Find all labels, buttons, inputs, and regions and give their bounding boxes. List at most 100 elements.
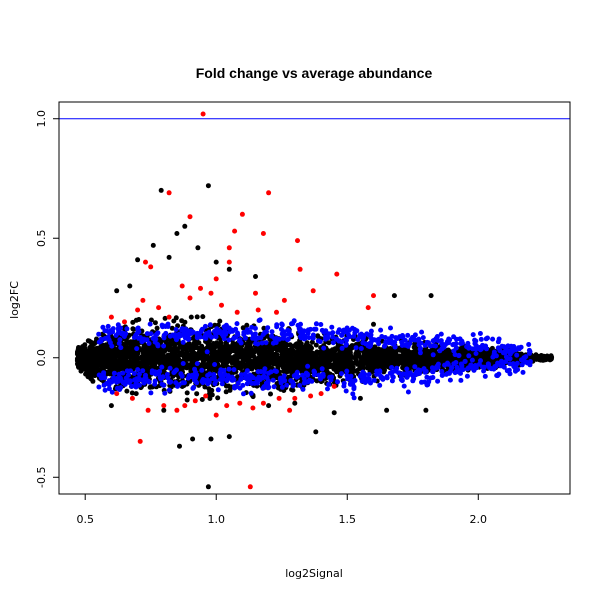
data-point	[208, 367, 214, 372]
data-point	[477, 347, 483, 353]
data-point	[260, 231, 266, 236]
data-point	[444, 350, 450, 356]
data-point	[374, 368, 380, 374]
data-point	[179, 326, 185, 332]
data-point	[108, 379, 114, 385]
data-point	[346, 332, 352, 338]
data-point	[263, 340, 269, 346]
data-point	[428, 375, 434, 381]
data-point	[109, 389, 115, 395]
data-point	[335, 329, 341, 335]
data-point	[389, 365, 395, 370]
data-point	[351, 333, 357, 339]
data-point	[321, 350, 327, 356]
data-point	[310, 288, 316, 294]
data-point	[230, 359, 236, 365]
data-point	[351, 386, 357, 392]
data-point	[226, 337, 232, 343]
data-point	[320, 371, 326, 377]
data-point	[255, 307, 261, 313]
data-point	[127, 283, 133, 289]
data-point	[392, 339, 398, 345]
data-point	[215, 395, 221, 401]
data-point	[167, 365, 173, 371]
data-point	[445, 339, 450, 344]
data-point	[280, 335, 286, 341]
data-point	[368, 359, 373, 364]
data-point	[394, 360, 400, 366]
data-point	[255, 380, 260, 386]
data-point	[129, 383, 135, 389]
data-point	[186, 373, 192, 378]
data-point	[390, 352, 396, 358]
data-point	[384, 407, 390, 413]
data-point	[271, 361, 277, 367]
data-point	[354, 328, 360, 334]
data-point	[262, 366, 268, 372]
data-point	[188, 314, 194, 320]
data-point	[88, 349, 94, 355]
data-point	[205, 484, 211, 490]
data-point	[212, 381, 218, 387]
data-point	[426, 353, 432, 359]
data-point	[117, 387, 123, 392]
data-point	[327, 374, 333, 380]
data-point	[291, 350, 297, 356]
data-point	[238, 340, 244, 346]
data-point	[281, 297, 287, 303]
data-point	[339, 345, 345, 351]
data-point	[300, 372, 305, 378]
data-point	[253, 290, 258, 296]
data-point	[527, 362, 533, 368]
data-point	[330, 340, 336, 346]
data-point	[308, 393, 314, 399]
data-point	[404, 374, 410, 380]
data-point	[198, 347, 204, 352]
data-point	[274, 322, 280, 328]
data-point	[377, 355, 383, 360]
data-point	[477, 331, 483, 336]
data-point	[229, 348, 235, 354]
data-point	[124, 388, 130, 394]
data-point	[135, 326, 141, 331]
data-point	[161, 332, 167, 338]
data-point	[87, 345, 93, 351]
data-point	[244, 376, 250, 382]
data-point	[466, 353, 472, 359]
data-point	[439, 372, 445, 378]
data-point	[447, 377, 453, 383]
data-point	[339, 332, 345, 338]
data-point	[307, 344, 313, 350]
data-point	[145, 345, 151, 351]
data-point	[124, 326, 130, 332]
data-point	[190, 436, 196, 442]
data-point	[268, 369, 274, 375]
data-point	[401, 383, 407, 389]
data-point	[174, 346, 180, 352]
data-point	[319, 355, 325, 361]
data-point	[184, 352, 190, 358]
data-point	[334, 271, 340, 277]
data-point	[274, 347, 280, 353]
data-point	[106, 351, 112, 356]
data-point	[326, 381, 332, 387]
data-point	[98, 336, 104, 342]
data-point	[156, 305, 162, 311]
data-point	[204, 349, 210, 355]
data-point	[198, 285, 203, 291]
data-point	[518, 344, 524, 350]
data-point	[256, 346, 261, 352]
data-point	[225, 351, 231, 357]
data-point	[221, 336, 227, 342]
data-point	[234, 321, 240, 327]
data-point	[288, 362, 294, 368]
data-point	[171, 318, 177, 324]
data-point	[521, 355, 527, 361]
data-point	[128, 368, 133, 374]
data-point	[343, 342, 349, 348]
data-point	[382, 343, 388, 348]
data-point	[261, 373, 267, 379]
data-point	[371, 348, 377, 354]
data-point	[305, 330, 311, 336]
data-point	[411, 349, 417, 355]
